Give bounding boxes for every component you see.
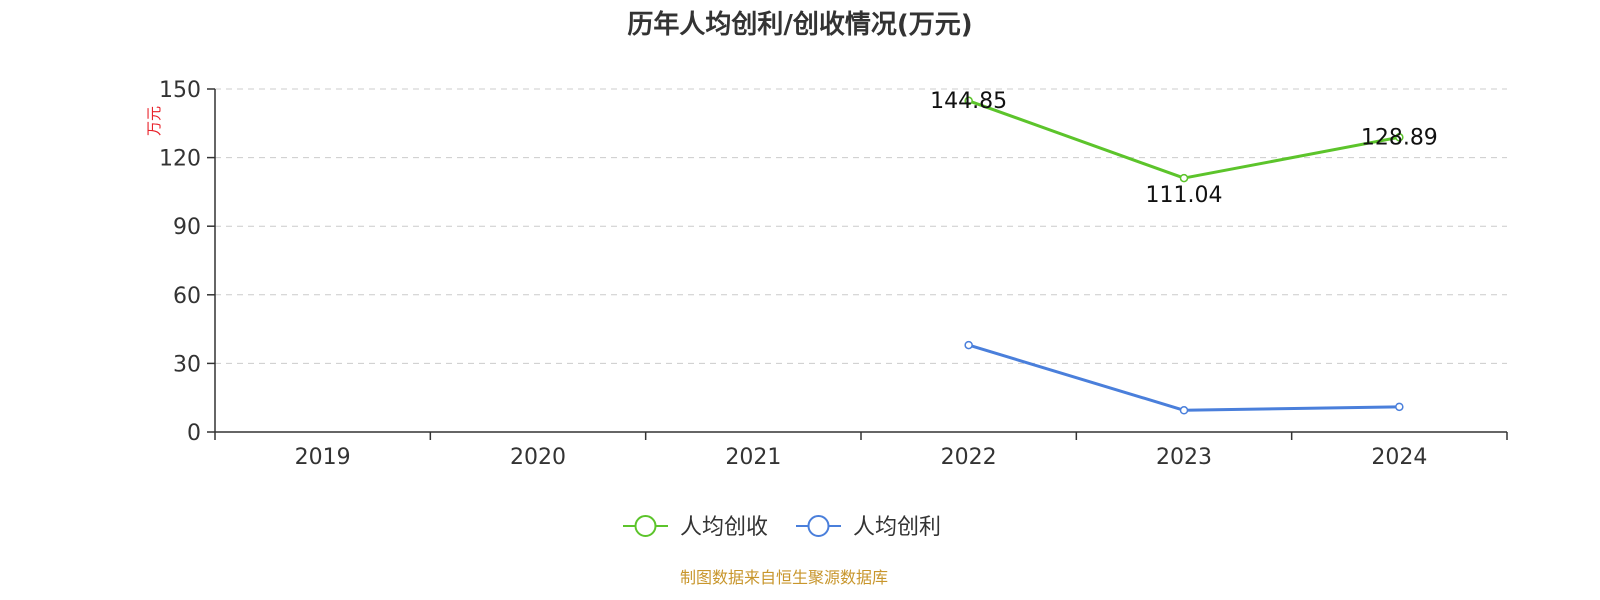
series-line-2 <box>968 343 1400 412</box>
x-tick-label: 2023 <box>1156 445 1212 470</box>
series-2-point <box>1179 406 1189 415</box>
legend-circle-marker <box>807 515 830 537</box>
grid-lines <box>215 88 1507 364</box>
series-line-1 <box>968 99 1400 180</box>
y-tick-label: 60 <box>173 284 201 309</box>
x-tick-label: 2021 <box>725 445 781 470</box>
legend-label: 人均创收 <box>680 515 768 540</box>
legend-label: 人均创利 <box>853 515 941 540</box>
y-tick-label: 30 <box>173 352 201 377</box>
y-tick-label: 150 <box>159 78 201 103</box>
chart-title: 历年人均创利/创收情况(万元) <box>627 9 972 40</box>
data-label: 111.04 <box>1146 183 1223 208</box>
series-layer <box>964 96 1404 415</box>
x-tick-label: 2020 <box>510 445 566 470</box>
x-tick-label: 2022 <box>941 445 997 470</box>
legend-item-2[interactable]: 人均创利 <box>796 515 941 540</box>
y-tick-label: 90 <box>173 215 201 240</box>
series-1-point <box>964 96 973 106</box>
y-axis-unit-label: 万元 <box>145 106 163 136</box>
data-label: 144.85 <box>930 89 1007 114</box>
x-tick-label: 2024 <box>1371 445 1427 470</box>
y-tick-label: 120 <box>159 147 201 172</box>
legend-circle-marker <box>634 515 657 537</box>
y-tick-label: 0 <box>187 421 201 446</box>
axes: 0 30 60 90 120 150 2019 2020 2021 2022 2023 2024 <box>159 78 1508 470</box>
series-2-point <box>964 340 973 350</box>
legend[interactable]: 人均创收 人均创利 <box>623 515 941 540</box>
data-labels: 144.85 111.04 128.89 <box>930 89 1438 208</box>
source-note: 制图数据来自恒生聚源数据库 <box>680 568 888 587</box>
series-1-point <box>1395 133 1404 142</box>
series-2-point <box>1395 402 1404 412</box>
data-label: 128.89 <box>1361 125 1438 150</box>
legend-item-1[interactable]: 人均创收 <box>623 515 768 540</box>
series-1-point <box>1179 173 1189 183</box>
x-tick-label: 2019 <box>295 445 351 470</box>
